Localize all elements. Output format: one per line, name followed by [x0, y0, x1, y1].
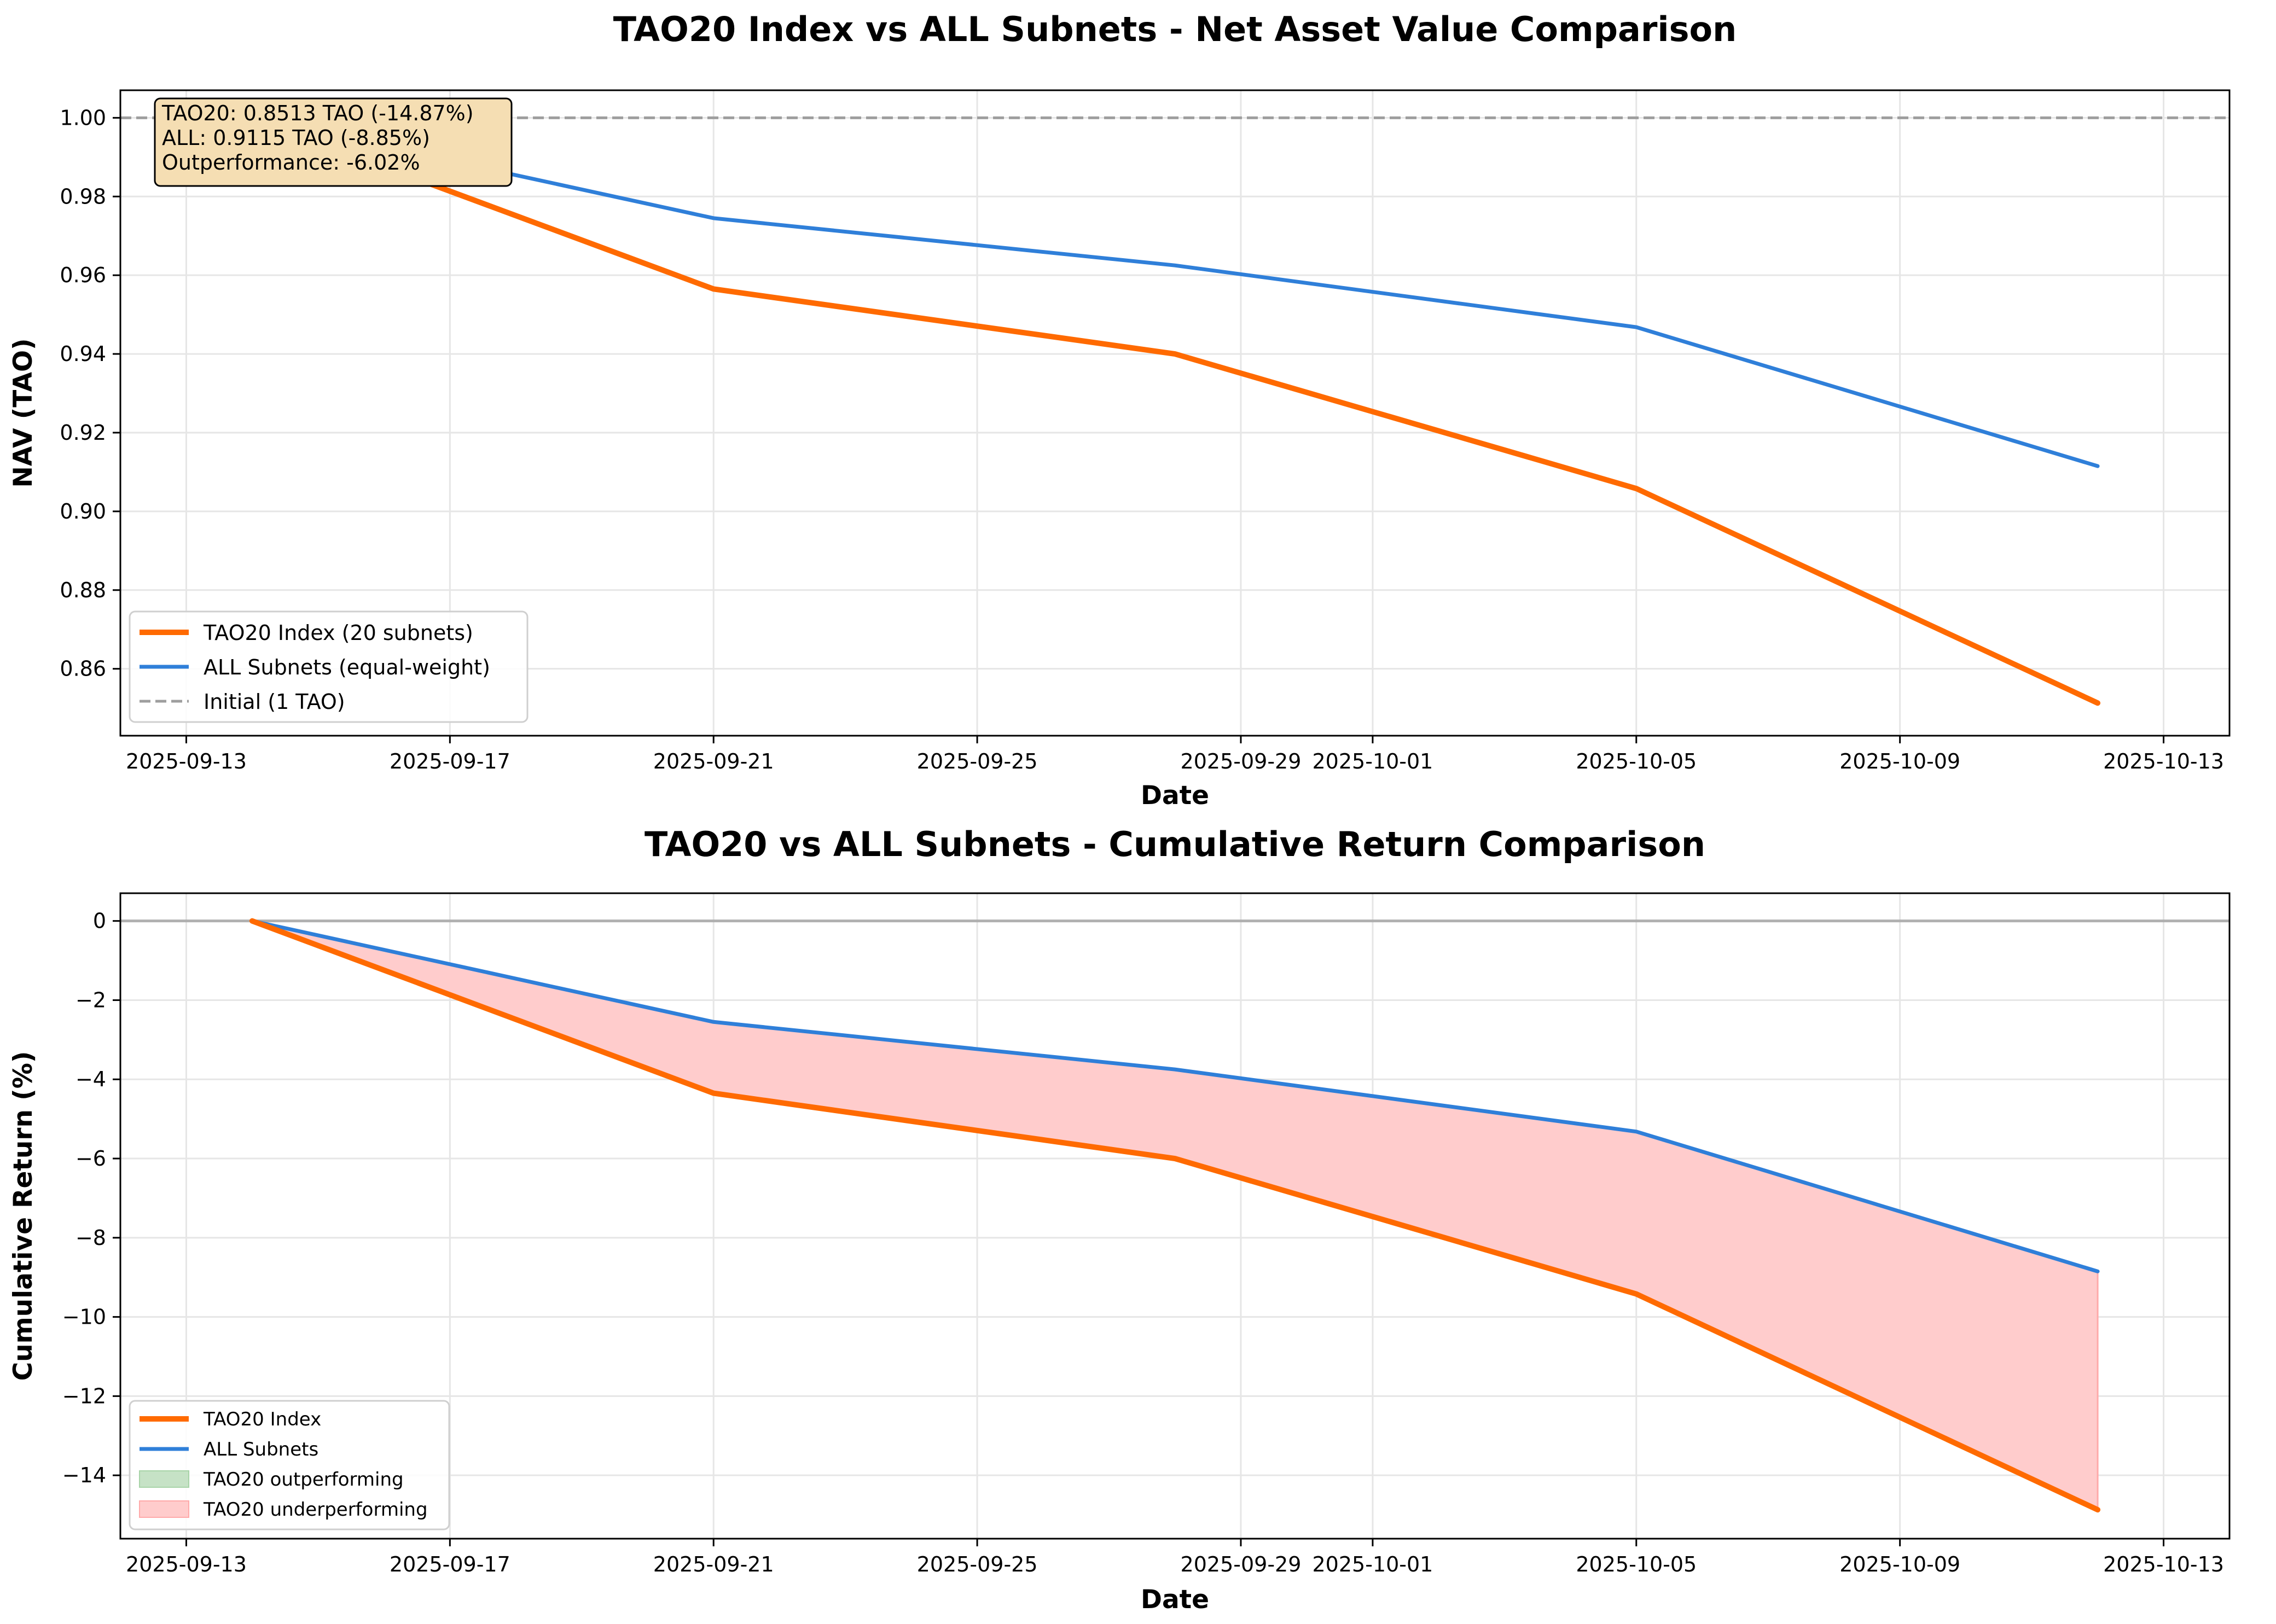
- y-tick-label: −2: [76, 988, 106, 1012]
- x-tick-label: 2025-09-21: [653, 1552, 774, 1576]
- chart-title: TAO20 vs ALL Subnets - Cumulative Return…: [645, 824, 1705, 864]
- x-tick-label: 2025-10-05: [1576, 749, 1697, 773]
- y-tick-label: 0.96: [60, 263, 106, 287]
- legend-label: TAO20 underperforming: [203, 1499, 428, 1521]
- x-tick-label: 2025-10-13: [2103, 1552, 2224, 1576]
- x-tick-label: 2025-10-01: [1312, 749, 1433, 773]
- plot-frame: [119, 89, 2231, 737]
- annotation-background: [154, 97, 513, 187]
- x-tick-label: 2025-10-09: [1839, 1552, 1960, 1576]
- x-tick-label: 2025-09-13: [126, 1552, 247, 1576]
- y-tick-label: 0.92: [60, 421, 106, 445]
- x-tick-label: 2025-09-17: [390, 1552, 510, 1576]
- x-tick-label: 2025-09-25: [917, 749, 1038, 773]
- y-tick-label: 0.98: [60, 184, 106, 208]
- series-line-tao20: [249, 918, 2101, 1513]
- x-tick-label: 2025-09-29: [1181, 1552, 1302, 1576]
- legend: TAO20 Index ALL Subnets TAO20 outperformin…: [129, 1400, 450, 1530]
- x-tick-label: 2025-09-25: [917, 1552, 1038, 1576]
- series-line-tao20: [249, 115, 2101, 706]
- x-tick-label: 2025-10-13: [2103, 749, 2224, 773]
- legend-frame: [129, 1400, 450, 1530]
- y-tick-label: 0.94: [60, 342, 106, 366]
- y-tick-label: −6: [76, 1146, 106, 1171]
- annotation-line: TAO20: 0.8513 TAO (-14.87%): [161, 101, 474, 125]
- legend-label: ALL Subnets (equal-weight): [204, 655, 490, 679]
- y-tick-label: 0.88: [60, 578, 106, 602]
- annotation-line: Outperformance: -6.02%: [162, 150, 420, 174]
- chart-panel-1: TAO20 Index vs ALL Subnets - Net Asset V…: [8, 9, 2231, 811]
- x-axis-label: Date: [1141, 781, 1209, 811]
- y-tick-label: −12: [62, 1384, 106, 1408]
- legend-swatch: [139, 1470, 189, 1488]
- annotation-box: TAO20: 0.8513 TAO (-14.87%)ALL: 0.9115 T…: [154, 97, 513, 187]
- legend-label: Initial (1 TAO): [204, 690, 345, 714]
- annotation-line: ALL: 0.9115 TAO (-8.85%): [162, 126, 430, 150]
- legend: TAO20 Index (20 subnets) ALL Subnets (equ…: [129, 610, 529, 723]
- x-tick-label: 2025-10-09: [1839, 749, 1960, 773]
- x-tick-label: 2025-10-05: [1576, 1552, 1697, 1576]
- chart-title: TAO20 Index vs ALL Subnets - Net Asset V…: [613, 9, 1737, 49]
- series-line-all: [250, 115, 2100, 468]
- x-axis-label: Date: [1141, 1585, 1209, 1615]
- legend-swatch: [139, 1500, 189, 1518]
- legend-label: TAO20 Index (20 subnets): [203, 621, 473, 645]
- legend-label: TAO20 outperforming: [203, 1469, 404, 1491]
- x-tick-label: 2025-09-17: [390, 749, 510, 773]
- x-tick-label: 2025-10-01: [1312, 1552, 1433, 1576]
- x-tick-label: 2025-09-13: [126, 749, 247, 773]
- y-tick-label: −4: [76, 1067, 106, 1091]
- y-tick-label: 0: [93, 909, 106, 933]
- y-tick-label: 0.90: [60, 499, 106, 523]
- underperforming-area: [252, 920, 2099, 1511]
- chart-panel-2: TAO20 vs ALL Subnets - Cumulative Return…: [8, 824, 2231, 1615]
- legend-label: ALL Subnets: [204, 1439, 318, 1460]
- series-line-all: [250, 919, 2100, 1273]
- legend-frame: [129, 610, 529, 723]
- x-tick-label: 2025-09-21: [653, 749, 774, 773]
- y-tick-label: 0.86: [60, 657, 106, 681]
- y-tick-label: −14: [62, 1463, 106, 1487]
- y-tick-label: −8: [76, 1226, 106, 1250]
- y-axis-label: Cumulative Return (%): [8, 1051, 38, 1381]
- x-tick-label: 2025-09-29: [1181, 749, 1302, 773]
- y-tick-label: −10: [62, 1305, 106, 1329]
- y-axis-label: NAV (TAO): [8, 339, 38, 488]
- y-tick-label: 1.00: [60, 106, 106, 130]
- legend-label: TAO20 Index: [203, 1408, 321, 1430]
- plot-frame: [119, 892, 2231, 1540]
